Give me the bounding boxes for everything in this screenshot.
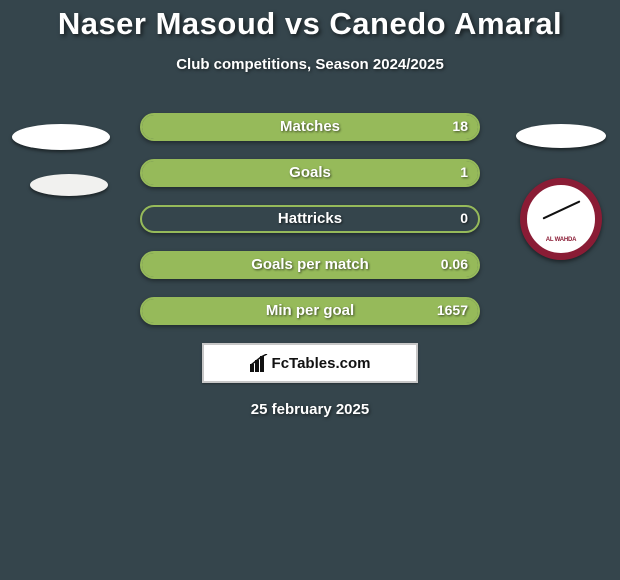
stat-value-right: 1657 xyxy=(437,302,468,318)
club-badge-text: AL WAHDA xyxy=(535,237,587,243)
player-left-ellipse-2 xyxy=(30,174,108,196)
stat-value-right: 18 xyxy=(452,118,468,134)
player-left-ellipse-1 xyxy=(12,124,110,150)
date-line: 25 february 2025 xyxy=(0,401,620,418)
stat-label: Goals per match xyxy=(142,256,478,273)
stat-label: Goals xyxy=(142,164,478,181)
stat-label: Min per goal xyxy=(142,302,478,319)
page-title: Naser Masoud vs Canedo Amaral xyxy=(0,6,620,42)
stat-row: Goals1 xyxy=(140,159,480,187)
stat-label: Hattricks xyxy=(142,210,478,227)
player-right-ellipse xyxy=(516,124,606,148)
stat-row: Matches18 xyxy=(140,113,480,141)
stat-value-right: 0.06 xyxy=(441,256,468,272)
club-badge-stroke xyxy=(542,201,580,220)
stat-row: Goals per match0.06 xyxy=(140,251,480,279)
brand-box[interactable]: FcTables.com xyxy=(202,343,418,383)
club-badge: AL WAHDA xyxy=(520,178,602,260)
brand-text: FcTables.com xyxy=(272,355,371,372)
stat-row: Hattricks0 xyxy=(140,205,480,233)
bars-icon xyxy=(250,354,270,372)
stat-value-right: 1 xyxy=(460,164,468,180)
page-subtitle: Club competitions, Season 2024/2025 xyxy=(0,56,620,73)
stat-row: Min per goal1657 xyxy=(140,297,480,325)
stat-label: Matches xyxy=(142,118,478,135)
left-badge-column xyxy=(12,124,110,196)
stat-value-right: 0 xyxy=(460,210,468,226)
right-badge-column: AL WAHDA xyxy=(516,124,606,260)
infographic-root: Naser Masoud vs Canedo Amaral Club compe… xyxy=(0,0,620,580)
